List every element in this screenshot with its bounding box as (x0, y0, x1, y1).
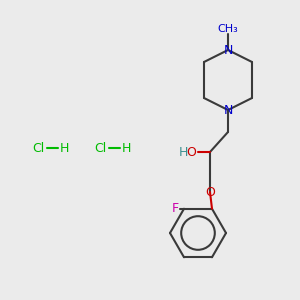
Text: N: N (223, 44, 233, 56)
Text: H: H (178, 146, 188, 158)
Text: O: O (205, 185, 215, 199)
Text: H: H (121, 142, 131, 154)
Text: N: N (223, 103, 233, 116)
Text: Cl: Cl (32, 142, 44, 154)
Text: CH₃: CH₃ (218, 24, 239, 34)
Text: O: O (186, 146, 196, 158)
Text: F: F (171, 202, 178, 215)
Text: Cl: Cl (94, 142, 106, 154)
Text: H: H (59, 142, 69, 154)
